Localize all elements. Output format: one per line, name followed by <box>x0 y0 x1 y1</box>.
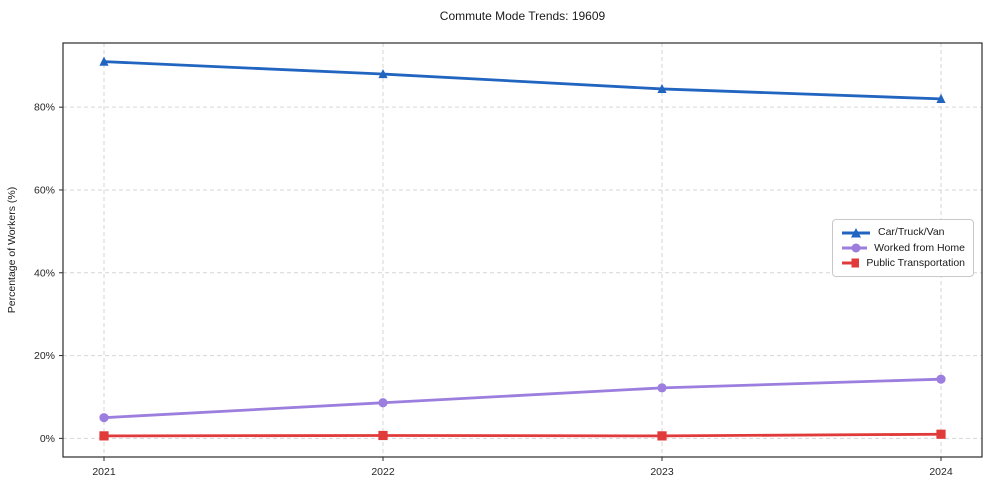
legend-triangle-marker-icon <box>842 227 870 238</box>
legend-item: Car/Truck/Van <box>841 227 965 239</box>
y-tick-label: 40% <box>34 267 55 279</box>
data-point-triangle <box>378 68 388 79</box>
y-tick-label: 60% <box>34 184 55 196</box>
data-point-square <box>936 429 946 439</box>
data-point-circle <box>378 398 388 408</box>
series-line-car-truck-van <box>102 60 943 101</box>
legend-circle-marker-icon <box>842 243 868 253</box>
y-tick-label: 20% <box>34 350 55 362</box>
chart-title: Commute Mode Trends: 19609 <box>439 9 606 23</box>
legend: Car/Truck/Van Worked from Home Public Tran… <box>832 219 974 277</box>
legend-item: Worked from Home <box>841 242 965 254</box>
data-point-triangle <box>657 83 667 94</box>
series-line-worked-from-home <box>102 377 943 420</box>
y-tick-label: 0% <box>40 433 55 445</box>
data-point-triangle <box>99 56 109 66</box>
x-tick-label: 2022 <box>371 466 395 478</box>
data-point-square <box>99 431 109 441</box>
data-point-square <box>657 431 667 441</box>
legend-label: Worked from Home <box>874 241 965 254</box>
data-point-circle <box>99 413 109 423</box>
legend-label: Car/Truck/Van <box>878 226 945 239</box>
data-point-circle <box>936 374 946 384</box>
data-point-triangle <box>936 93 946 103</box>
x-tick-label: 2023 <box>650 466 674 478</box>
legend-square-marker-icon <box>842 258 860 268</box>
plot-border <box>62 42 983 458</box>
legend-label: Public Transportation <box>866 257 965 270</box>
x-tick-label: 2024 <box>929 466 953 478</box>
x-tick-label: 2021 <box>92 466 116 478</box>
y-tick-label: 80% <box>34 102 55 114</box>
data-point-square <box>378 430 388 441</box>
series-line-public-transportation <box>102 432 943 438</box>
legend-item: Public Transportation <box>841 257 965 269</box>
data-point-circle <box>657 383 667 393</box>
